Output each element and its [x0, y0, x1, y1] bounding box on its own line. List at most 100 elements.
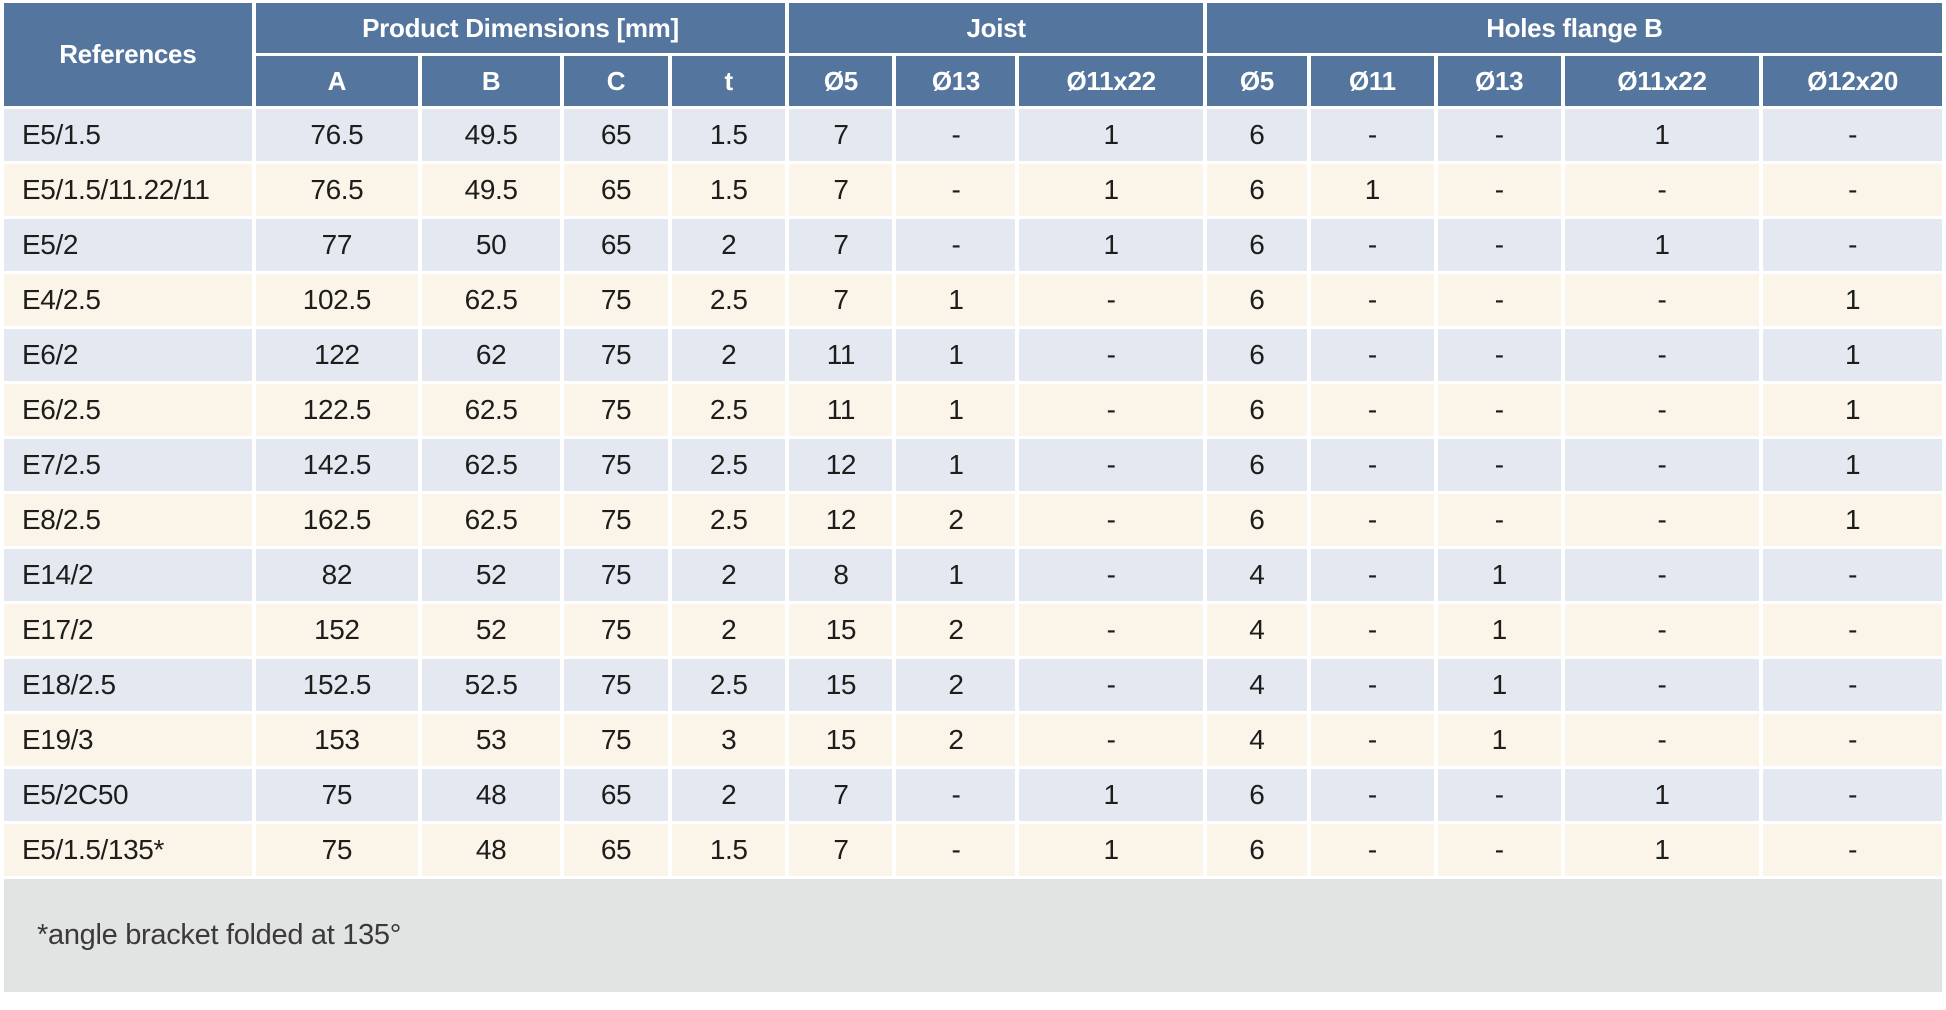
column-header-a: A: [255, 56, 419, 106]
column-header-joist-d5: Ø5: [789, 56, 893, 106]
value-cell: 1.5: [672, 109, 786, 161]
reference-cell: E5/2: [4, 219, 252, 271]
value-cell: -: [1437, 824, 1561, 876]
value-cell: 7: [789, 109, 893, 161]
value-cell: 3: [672, 714, 786, 766]
value-cell: 1: [896, 274, 1016, 326]
value-cell: -: [1437, 329, 1561, 381]
value-cell: 65: [564, 164, 669, 216]
value-cell: 2.5: [672, 659, 786, 711]
value-cell: -: [896, 824, 1016, 876]
value-cell: -: [1564, 549, 1760, 601]
table-row: E5/1.5/135* 75 48 65 1.5 7-1 6- -1-: [4, 824, 1942, 876]
value-cell: 6: [1206, 439, 1307, 491]
value-cell: 1: [1763, 329, 1942, 381]
value-cell: 1: [1019, 219, 1203, 271]
column-header-t: t: [672, 56, 786, 106]
header-group-row: References Product Dimensions [mm] Joist…: [4, 3, 1942, 106]
value-cell: 2: [672, 219, 786, 271]
reference-cell: E5/1.5/11.22/11: [4, 164, 252, 216]
value-cell: 1: [1437, 549, 1561, 601]
value-cell: 77: [255, 219, 419, 271]
value-cell: -: [1019, 604, 1203, 656]
value-cell: 62.5: [422, 274, 561, 326]
value-cell: -: [1310, 824, 1434, 876]
table-row: E6/2.5 122.5 62.5 75 2.5 11 1-6- - -1: [4, 384, 1942, 436]
value-cell: 1: [1437, 604, 1561, 656]
column-header-c: C: [564, 56, 669, 106]
reference-cell: E7/2.5: [4, 439, 252, 491]
table-row: E19/3 153 53 75 3 15 2-4-1- -: [4, 714, 1942, 766]
value-cell: 142.5: [255, 439, 419, 491]
value-cell: 48: [422, 769, 561, 821]
value-cell: -: [1437, 439, 1561, 491]
value-cell: 2.5: [672, 439, 786, 491]
value-cell: 1.5: [672, 164, 786, 216]
value-cell: -: [1437, 164, 1561, 216]
value-cell: -: [1763, 109, 1942, 161]
value-cell: 6: [1206, 164, 1307, 216]
column-header-flange-d5: Ø5: [1206, 56, 1307, 106]
value-cell: 2.5: [672, 384, 786, 436]
value-cell: -: [1310, 219, 1434, 271]
value-cell: 122.5: [255, 384, 419, 436]
value-cell: 2.5: [672, 494, 786, 546]
value-cell: 62.5: [422, 494, 561, 546]
value-cell: 122: [255, 329, 419, 381]
value-cell: 102.5: [255, 274, 419, 326]
value-cell: -: [1763, 164, 1942, 216]
value-cell: 6: [1206, 384, 1307, 436]
value-cell: -: [1564, 164, 1760, 216]
table-row: E4/2.5 102.5 62.5 75 2.5 7 1-6- - -1: [4, 274, 1942, 326]
value-cell: -: [1763, 824, 1942, 876]
value-cell: 75: [255, 769, 419, 821]
value-cell: -: [896, 769, 1016, 821]
value-cell: 1: [896, 329, 1016, 381]
reference-cell: E5/1.5/135*: [4, 824, 252, 876]
reference-cell: E14/2: [4, 549, 252, 601]
value-cell: 1: [1019, 769, 1203, 821]
value-cell: -: [896, 109, 1016, 161]
value-cell: 50: [422, 219, 561, 271]
value-cell: -: [1437, 494, 1561, 546]
column-header-flange-d13: Ø13: [1437, 56, 1561, 106]
reference-cell: E8/2.5: [4, 494, 252, 546]
value-cell: 2: [672, 549, 786, 601]
value-cell: 75: [564, 549, 669, 601]
value-cell: 1: [1763, 274, 1942, 326]
value-cell: 153: [255, 714, 419, 766]
value-cell: 6: [1206, 769, 1307, 821]
value-cell: -: [1763, 549, 1942, 601]
value-cell: -: [1437, 274, 1561, 326]
value-cell: 1: [1564, 824, 1760, 876]
value-cell: 1: [1564, 109, 1760, 161]
value-cell: 7: [789, 769, 893, 821]
value-cell: -: [1763, 659, 1942, 711]
value-cell: 49.5: [422, 164, 561, 216]
table-row: E17/2 152 52 75 2 15 2-4-1- -: [4, 604, 1942, 656]
table-row: E5/2C50 75 48 65 2 7-1 6- -1-: [4, 769, 1942, 821]
value-cell: 2: [896, 659, 1016, 711]
column-group-product-dimensions: Product Dimensions [mm]: [255, 3, 786, 53]
value-cell: 7: [789, 219, 893, 271]
value-cell: -: [896, 219, 1016, 271]
value-cell: 2: [896, 714, 1016, 766]
value-cell: -: [1310, 714, 1434, 766]
value-cell: -: [1310, 384, 1434, 436]
value-cell: 52: [422, 604, 561, 656]
value-cell: 1: [896, 384, 1016, 436]
value-cell: -: [1019, 274, 1203, 326]
value-cell: 65: [564, 109, 669, 161]
value-cell: -: [1564, 274, 1760, 326]
column-header-b: B: [422, 56, 561, 106]
value-cell: 6: [1206, 824, 1307, 876]
value-cell: 15: [789, 714, 893, 766]
value-cell: 65: [564, 824, 669, 876]
column-header-references: References: [4, 3, 252, 106]
value-cell: -: [1763, 219, 1942, 271]
reference-cell: E5/2C50: [4, 769, 252, 821]
value-cell: 6: [1206, 494, 1307, 546]
value-cell: -: [1019, 659, 1203, 711]
value-cell: 7: [789, 274, 893, 326]
value-cell: -: [1310, 109, 1434, 161]
